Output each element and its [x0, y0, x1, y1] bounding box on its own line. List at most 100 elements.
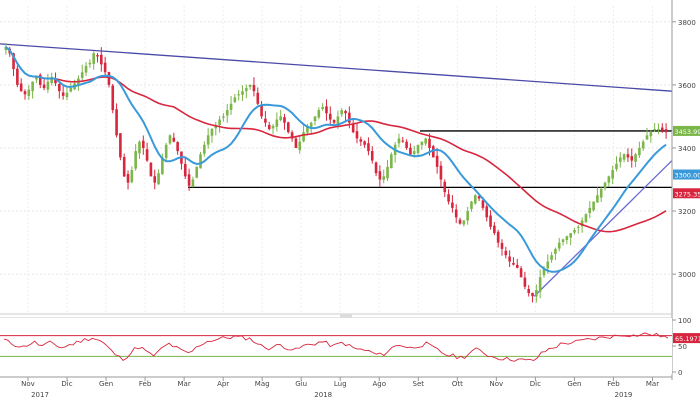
candle-body	[367, 143, 370, 151]
candle-body	[66, 93, 69, 97]
candle-body	[176, 142, 179, 151]
candle-body	[588, 208, 591, 213]
candle-body	[363, 141, 366, 144]
candle-body	[417, 145, 420, 153]
candle-body	[58, 84, 61, 91]
candle-body	[531, 293, 534, 296]
candle-body	[264, 119, 267, 123]
candle-body	[146, 149, 149, 160]
candle-body	[611, 170, 614, 179]
candle-body	[157, 173, 160, 184]
candle-body	[424, 138, 427, 143]
x-tick-label-month: Nov	[490, 380, 504, 388]
price-tag-label: 3453.9900	[675, 128, 700, 136]
candle-body	[634, 154, 637, 162]
candle-body	[62, 92, 65, 95]
y-tick-label: 3400	[678, 145, 696, 153]
candle-body	[207, 135, 210, 144]
candle-body	[569, 233, 572, 237]
rsi-price-tag-label: 65.1971	[675, 335, 700, 343]
candle-body	[485, 206, 488, 217]
candle-body	[428, 139, 431, 148]
candle-body	[199, 154, 202, 168]
candle-body	[173, 138, 176, 142]
candle-body	[241, 91, 244, 95]
candle-body	[375, 163, 378, 174]
candle-body	[344, 111, 347, 113]
candle-body	[474, 195, 477, 203]
candle-body	[398, 138, 401, 143]
candle-body	[653, 129, 656, 130]
candle-body	[115, 109, 118, 135]
rsi-y-tick-label: 0	[678, 369, 682, 377]
candle-body	[646, 135, 649, 139]
candle-body	[505, 251, 508, 255]
candle-body	[558, 243, 561, 249]
x-tick-label-month: Lug	[334, 380, 347, 388]
candle-body	[325, 106, 328, 113]
candle-body	[455, 210, 458, 218]
candle-body	[516, 265, 519, 268]
candle-body	[337, 116, 340, 124]
x-tick-label-month: Gen	[567, 380, 581, 388]
candle-body	[508, 257, 511, 262]
candle-body	[451, 203, 454, 208]
candle-body	[28, 90, 31, 96]
candle-body	[512, 263, 515, 265]
x-tick-label-month: Apr	[217, 380, 229, 388]
y-tick-label: 3000	[678, 271, 696, 279]
candle-body	[249, 85, 252, 87]
candle-body	[218, 120, 221, 125]
candle-body	[184, 164, 187, 176]
candle-body	[100, 55, 103, 65]
candle-body	[546, 262, 549, 269]
candle-body	[234, 97, 237, 102]
candle-body	[535, 290, 538, 297]
candle-body	[348, 113, 351, 123]
x-tick-label-month: Ott	[452, 380, 463, 388]
candle-body	[43, 85, 46, 88]
candle-body	[230, 104, 233, 110]
x-tick-label-month: Feb	[139, 380, 152, 388]
candle-body	[150, 163, 153, 177]
candle-body	[642, 142, 645, 149]
x-tick-label-month: Giu	[295, 380, 307, 388]
candle-body	[268, 125, 271, 129]
candle-body	[623, 154, 626, 159]
candle-body	[131, 170, 134, 182]
candle-body	[123, 157, 126, 176]
candle-body	[245, 88, 248, 91]
candle-body	[195, 167, 198, 178]
candle-body	[585, 214, 588, 222]
rsi-bg	[0, 318, 672, 374]
candle-body	[96, 55, 99, 56]
x-tick-label-month: Set	[413, 380, 425, 388]
candle-body	[85, 66, 88, 73]
candle-body	[340, 110, 343, 114]
candle-body	[31, 82, 34, 91]
candle-body	[314, 116, 317, 121]
x-tick-label-month: Feb	[607, 380, 620, 388]
candle-body	[657, 129, 660, 130]
candle-body	[360, 139, 363, 141]
candle-body	[16, 69, 19, 85]
candle-body	[661, 128, 664, 131]
candle-body	[356, 131, 359, 138]
candle-body	[493, 226, 496, 233]
candle-body	[386, 167, 389, 178]
candle-body	[401, 141, 404, 142]
x-tick-label-month: Mag	[255, 380, 270, 388]
candle-body	[119, 133, 122, 157]
candle-body	[524, 278, 527, 287]
candle-body	[527, 289, 530, 293]
candle-body	[440, 166, 443, 180]
rsi-y-tick-label: 50	[678, 343, 687, 351]
candle-body	[81, 72, 84, 78]
splitter-handle[interactable]	[340, 314, 352, 318]
candle-body	[134, 151, 137, 169]
x-tick-label-month: Ago	[373, 380, 387, 388]
candle-body	[566, 236, 569, 240]
candle-body	[463, 221, 466, 225]
candle-body	[69, 88, 72, 92]
